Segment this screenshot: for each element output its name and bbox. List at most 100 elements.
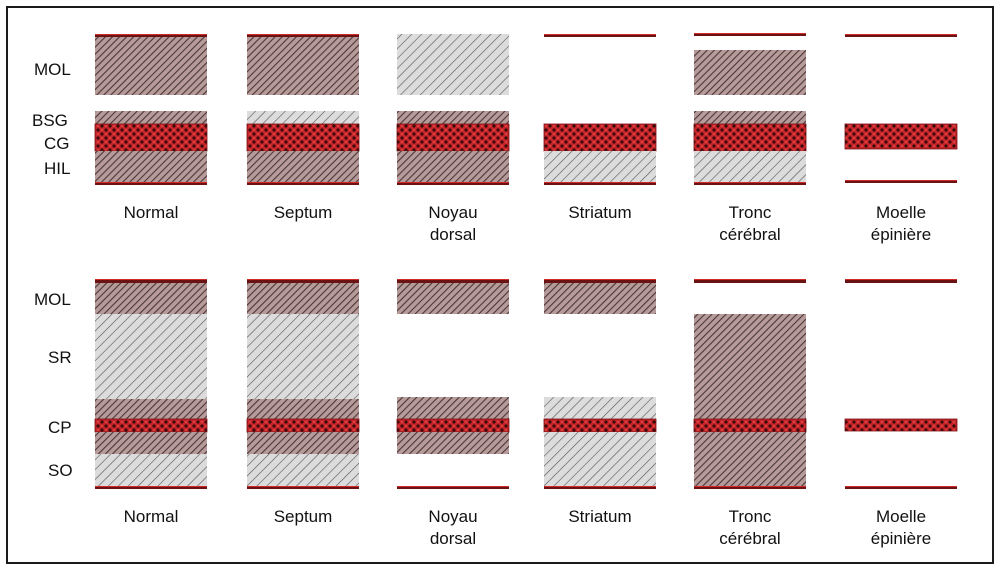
bottom-panel-column-2: Septum: [246, 279, 360, 526]
bottom-line: [95, 182, 207, 185]
bottom-line: [397, 182, 509, 185]
top-panel-column-2: Septum: [246, 34, 360, 222]
dense-hatch-segment-bsg: [694, 111, 806, 124]
light-hatch-segment-hil: [544, 151, 656, 182]
top-line: [95, 279, 207, 283]
column-label-line: dorsal: [430, 529, 476, 548]
cell-band-segment-cg: [95, 124, 207, 151]
light-hatch-segment-so: [95, 454, 207, 486]
dense-hatch-segment-sr-lower: [95, 399, 207, 419]
dense-hatch-segment-mol: [544, 283, 656, 314]
cell-band-segment-cp: [397, 419, 509, 432]
column-label-line: Striatum: [568, 507, 631, 526]
layer-label-mol: MOL: [34, 60, 71, 79]
column-label-line: épinière: [871, 225, 932, 244]
bottom-panel-column-1: Normal: [94, 279, 208, 526]
cell-band-segment-cg: [845, 124, 957, 149]
cell-band-segment-cg: [397, 124, 509, 151]
dense-hatch-segment-sr: [694, 314, 806, 419]
bottom-panel-column-5: Tronc cérébral: [693, 279, 807, 548]
dense-hatch-segment-so: [694, 432, 806, 486]
column-label-line: Noyau: [428, 507, 477, 526]
cell-band-segment-cp: [95, 419, 207, 432]
top-line: [694, 33, 806, 36]
dense-hatch-segment-bsg: [95, 111, 207, 124]
cell-band-segment-cp: [845, 419, 957, 431]
cell-band-segment-cp: [247, 419, 359, 432]
bottom-line: [95, 486, 207, 489]
bottom-line: [694, 182, 806, 185]
light-hatch-segment-sr-lower: [544, 397, 656, 419]
bottom-line: [845, 180, 957, 183]
column-label-line: Septum: [274, 203, 333, 222]
bottom-line: [247, 182, 359, 185]
dense-hatch-segment-so-upper: [95, 432, 207, 454]
column-label-line: Noyau: [428, 203, 477, 222]
top-line: [247, 34, 359, 37]
light-hatch-segment-bsg: [247, 111, 359, 124]
top-line: [845, 34, 957, 37]
light-hatch-segment-so: [247, 454, 359, 486]
bottom-panel-column-6: Moelle épinière: [844, 279, 958, 548]
bottom-panel-columns: Normal Septum Noyau dorsal Striatum Tronc céré…: [94, 279, 958, 548]
dense-hatch-segment-bsg: [397, 111, 509, 124]
bottom-panel-column-3: Noyau dorsal: [396, 279, 510, 548]
column-label-line: épinière: [871, 529, 932, 548]
column-label-line: Normal: [124, 507, 179, 526]
top-panel-column-1: Normal: [94, 34, 208, 222]
dense-hatch-segment-mol: [397, 283, 509, 314]
bottom-line: [397, 486, 509, 489]
top-line: [544, 279, 656, 283]
top-line: [397, 279, 509, 283]
column-label-line: Septum: [274, 507, 333, 526]
dense-hatch-segment-mol: [694, 50, 806, 95]
figure-frame: [6, 6, 994, 564]
top-layer-labels: MOL BSG CG HIL: [32, 60, 71, 178]
column-label-line: Moelle: [876, 507, 926, 526]
cell-band-outline: [844, 418, 958, 432]
light-hatch-segment-hil: [694, 151, 806, 182]
dense-hatch-segment-mol: [247, 37, 359, 95]
bottom-layer-labels: MOL SR CP SO: [34, 290, 73, 480]
top-line: [845, 279, 957, 283]
dense-hatch-segment-hil: [95, 151, 207, 182]
dense-hatch-segment-mol: [95, 283, 207, 314]
bottom-line: [694, 486, 806, 489]
bottom-line: [544, 182, 656, 185]
layer-label-cg: CG: [44, 134, 70, 153]
layer-label-cp: CP: [48, 418, 72, 437]
top-panel-column-6: Moelle épinière: [844, 34, 958, 244]
bottom-line: [845, 486, 957, 489]
cell-band-segment-cg: [694, 124, 806, 151]
cell-band-segment-cg: [544, 124, 656, 151]
column-label-line: Striatum: [568, 203, 631, 222]
top-panel-column-4: Striatum: [543, 34, 657, 222]
column-label-line: Normal: [124, 203, 179, 222]
bottom-line: [247, 486, 359, 489]
top-line: [247, 279, 359, 283]
bottom-panel-column-4: Striatum: [543, 279, 657, 526]
column-label-line: Tronc: [729, 507, 772, 526]
dense-hatch-segment-so-upper: [397, 432, 509, 454]
layer-label-sr: SR: [48, 348, 72, 367]
light-hatch-segment-sr: [247, 314, 359, 399]
dense-hatch-segment-so-upper: [247, 432, 359, 454]
light-hatch-segment-sr: [95, 314, 207, 399]
dense-hatch-segment-hil: [247, 151, 359, 182]
light-hatch-segment-so: [544, 432, 656, 486]
layer-label-bsg: BSG: [32, 111, 68, 130]
cell-band-segment-cp: [544, 419, 656, 432]
dense-hatch-segment-sr-lower: [247, 399, 359, 419]
top-line: [95, 34, 207, 37]
top-panel-columns: Normal Septum Noyau dorsal Striatum Tronc céré…: [94, 33, 958, 244]
cell-band-segment-cg: [247, 124, 359, 151]
column-label-line: Moelle: [876, 203, 926, 222]
column-label-line: cérébral: [719, 529, 780, 548]
cell-band-outline: [844, 123, 958, 150]
dense-hatch-segment-mol: [247, 283, 359, 314]
cell-band-segment-cp: [694, 419, 806, 432]
dense-hatch-segment-sr-lower: [397, 397, 509, 419]
top-line: [544, 34, 656, 37]
